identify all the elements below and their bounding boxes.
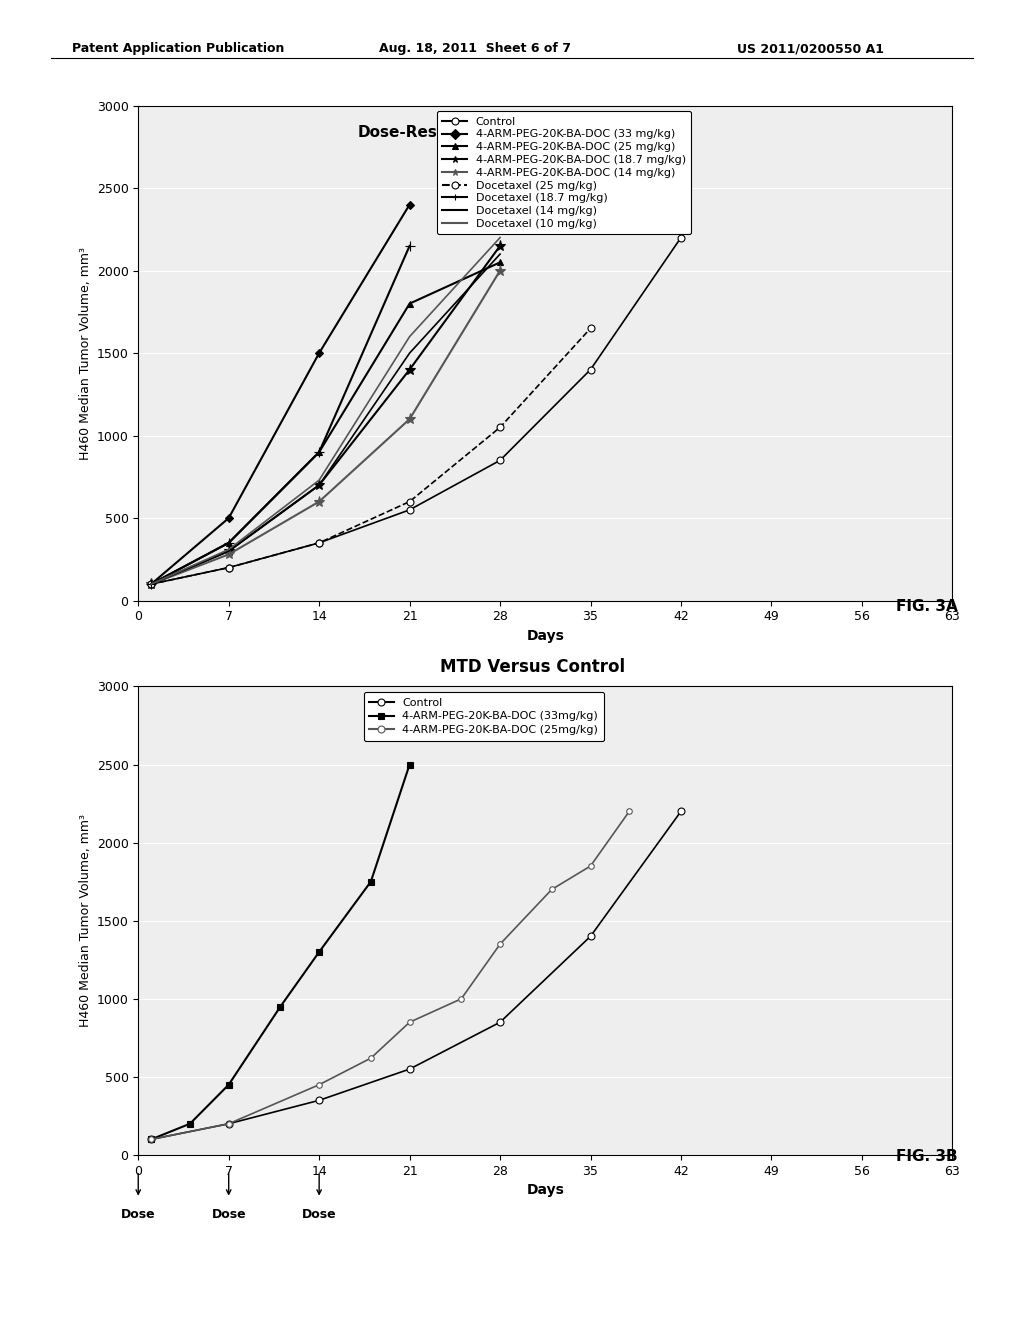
Text: FIG. 3A: FIG. 3A	[896, 599, 957, 614]
Text: Aug. 18, 2011  Sheet 6 of 7: Aug. 18, 2011 Sheet 6 of 7	[379, 42, 571, 55]
Text: MTD Versus Control: MTD Versus Control	[440, 657, 625, 676]
Text: FIG. 3B: FIG. 3B	[896, 1150, 957, 1164]
Legend: Control, 4-ARM-PEG-20K-BA-DOC (33 mg/kg), 4-ARM-PEG-20K-BA-DOC (25 mg/kg), 4-ARM: Control, 4-ARM-PEG-20K-BA-DOC (33 mg/kg)…	[437, 111, 691, 235]
X-axis label: Days: Days	[526, 1183, 564, 1197]
Legend: Control, 4-ARM-PEG-20K-BA-DOC (33mg/kg), 4-ARM-PEG-20K-BA-DOC (25mg/kg): Control, 4-ARM-PEG-20K-BA-DOC (33mg/kg),…	[364, 692, 604, 741]
Text: Dose: Dose	[211, 1208, 246, 1221]
Y-axis label: H460 Median Tumor Volume, mm³: H460 Median Tumor Volume, mm³	[80, 247, 92, 459]
Y-axis label: H460 Median Tumor Volume, mm³: H460 Median Tumor Volume, mm³	[80, 814, 92, 1027]
Text: Patent Application Publication: Patent Application Publication	[72, 42, 284, 55]
Text: US 2011/0200550 A1: US 2011/0200550 A1	[737, 42, 885, 55]
Text: Dose: Dose	[302, 1208, 337, 1221]
X-axis label: Days: Days	[526, 628, 564, 643]
Text: Dose-Response: Dose-Response	[357, 125, 488, 140]
Text: Dose: Dose	[121, 1208, 156, 1221]
